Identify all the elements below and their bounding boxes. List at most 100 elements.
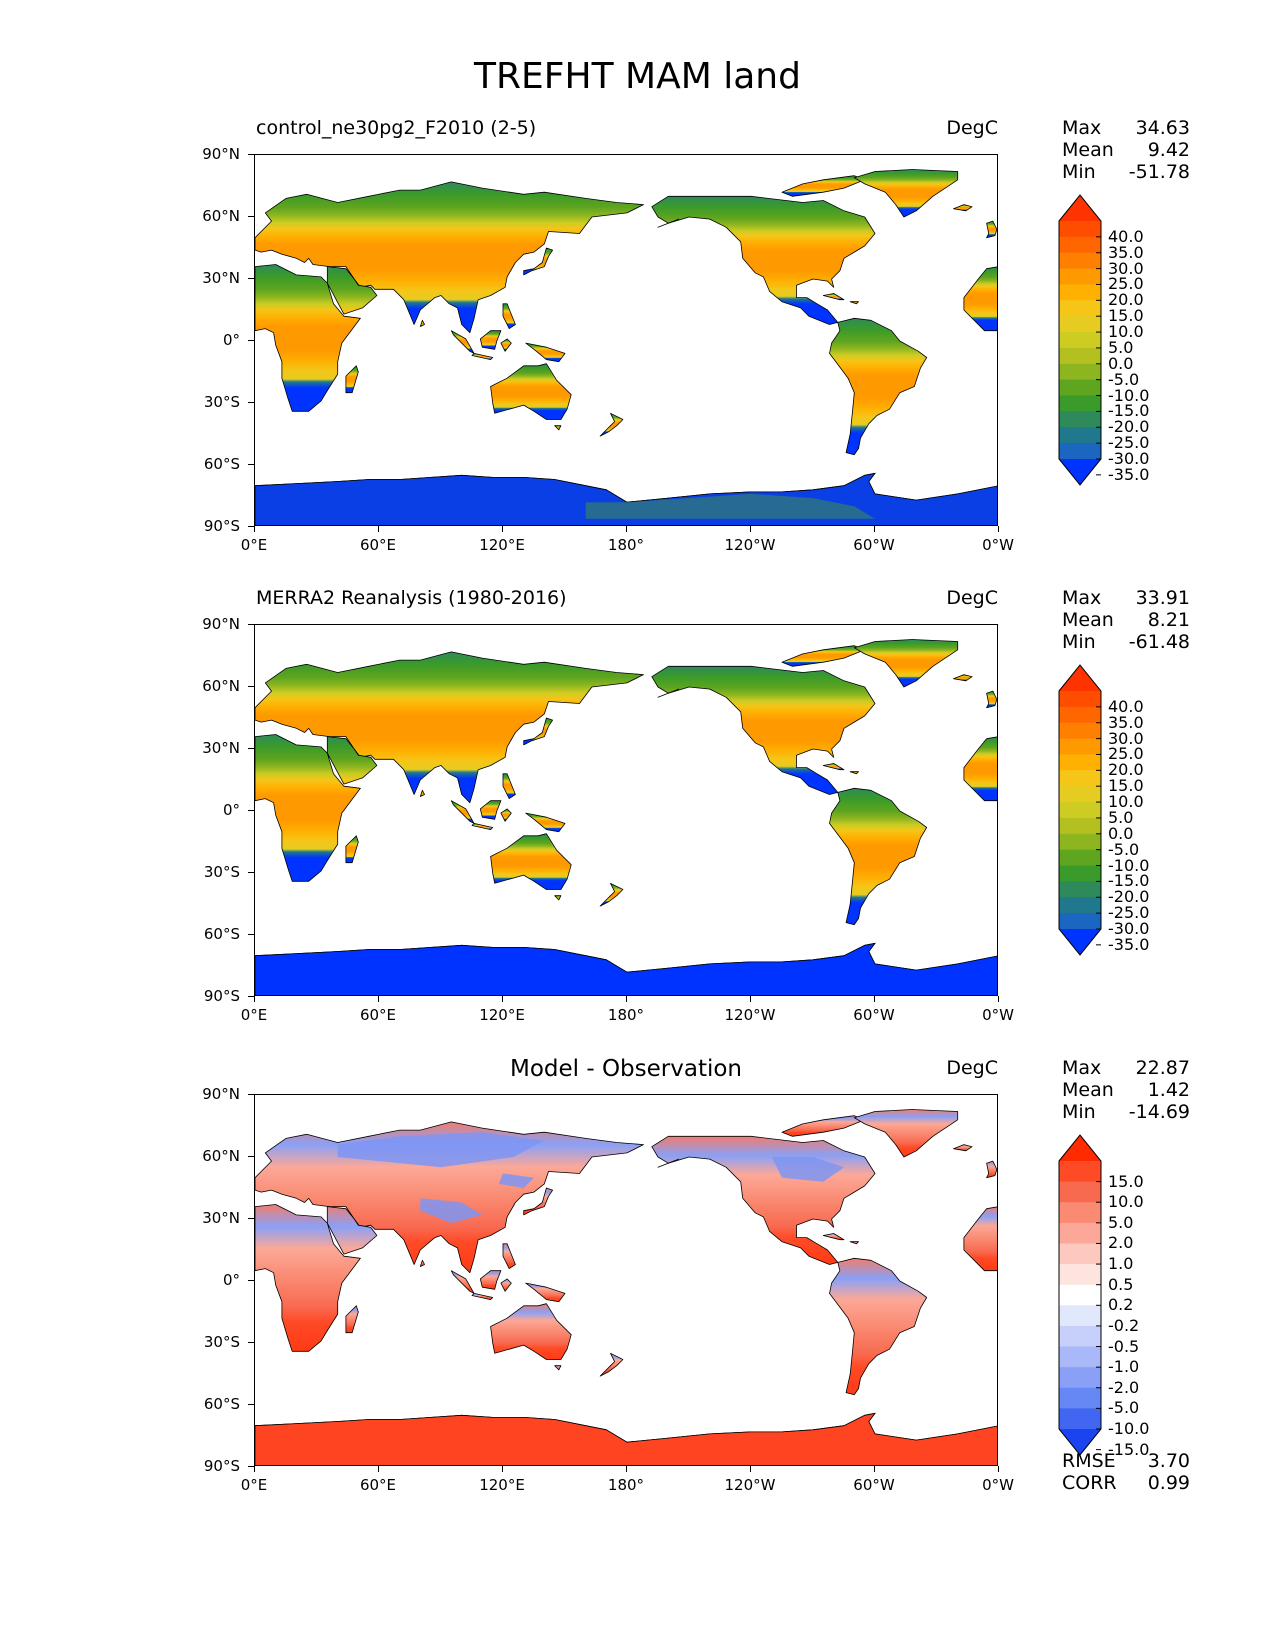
stat-value: -51.78	[1128, 161, 1190, 183]
stat-row: Mean 1.42	[1062, 1079, 1190, 1101]
colorbar-segment	[1059, 817, 1101, 835]
landmass-africa-west	[963, 736, 997, 802]
stat-value: 3.70	[1147, 1450, 1190, 1472]
colorbar-tick-label: 40.0	[1108, 696, 1144, 716]
landmass-canada-arctic	[781, 1115, 866, 1137]
landmass-africa-arabia	[255, 734, 378, 882]
landmass-alaska-pen	[657, 688, 680, 698]
colorbar-tick-label: -0.5	[1108, 1336, 1140, 1356]
colorbar-tick-label: -15.0	[1108, 401, 1150, 421]
colorbar-tick-label: -10.0	[1108, 385, 1150, 405]
lon-tick-label: 60°W	[853, 1006, 895, 1024]
colorbar-tick-label: -0.2	[1108, 1315, 1140, 1335]
colorbar-segment	[1059, 443, 1101, 460]
stat-value: 9.42	[1147, 139, 1190, 161]
colorbar-segment	[1059, 1284, 1101, 1306]
colorbar-segment	[1059, 865, 1101, 882]
stat-row: Max 33.91	[1062, 587, 1190, 609]
colorbar-tick-label: -15.0	[1108, 1439, 1150, 1459]
lon-tick-label: 120°W	[724, 536, 776, 554]
colorbar-tick-label: 25.0	[1108, 274, 1144, 294]
landmass-iceland	[953, 674, 973, 682]
lon-tick-label: 0°E	[240, 1006, 268, 1024]
lat-tick-label: 90°N	[202, 615, 240, 633]
stat-row: CORR 0.99	[1062, 1472, 1190, 1494]
landmass-greenland	[853, 169, 959, 218]
map-model	[254, 154, 998, 526]
lon-tick-label: 60°E	[359, 1006, 397, 1024]
landmass-australia	[490, 363, 572, 420]
landmass-alaska-pen	[657, 218, 680, 228]
landmass-borneo	[479, 1270, 502, 1290]
lat-tick-label: 0°	[222, 1271, 240, 1289]
stat-row: Min -61.48	[1062, 631, 1190, 653]
panel-model: control_ne30pg2_F2010 (2-5) DegC Max 34.6…	[0, 110, 1275, 554]
lon-tick	[501, 526, 503, 532]
colorbar-tick-label: -5.0	[1108, 839, 1140, 859]
colorbar-segment	[1059, 316, 1101, 333]
landmass-indonesia2	[471, 822, 494, 831]
colorbar-extend-bottom	[1059, 1429, 1101, 1455]
stat-label: Max	[1062, 587, 1102, 609]
panel-diff: Model - Observation DegC Max 22.87 Mean 1.4…	[0, 1050, 1275, 1494]
colorbar-tick-label: 10.0	[1108, 322, 1144, 342]
lon-tick	[749, 526, 751, 532]
lon-tick-label: 180°	[607, 1006, 645, 1024]
colorbar-segment	[1059, 770, 1101, 787]
colorbar-segment	[1059, 1243, 1101, 1265]
colorbar-tick-label: 30.0	[1108, 258, 1144, 278]
colorbar-segment	[1059, 1264, 1101, 1286]
colorbar-segment	[1059, 284, 1101, 301]
stat-value: 0.99	[1147, 1472, 1190, 1494]
lat-tick-label: 60°N	[202, 677, 240, 695]
colorbar-tick-label: -30.0	[1108, 919, 1150, 938]
lat-tick	[248, 1155, 254, 1157]
stats-box: Max 34.63 Mean 9.42 Min -51.78	[1062, 117, 1190, 183]
stat-value: 34.63	[1135, 117, 1190, 139]
landmass-nz	[599, 1352, 624, 1377]
lon-tick	[625, 526, 627, 532]
colorbar-tick-label: 10.0	[1108, 792, 1144, 812]
colorbar-segment	[1059, 332, 1101, 349]
colorbar-segment	[1059, 881, 1101, 898]
west-antarctica-region	[585, 493, 875, 519]
landmass-hispaniola	[849, 771, 859, 775]
stat-label: RMSE	[1062, 1450, 1116, 1472]
cool-anomaly-region	[498, 1173, 534, 1188]
colorbar	[1058, 664, 1104, 960]
lon-tick	[997, 526, 999, 532]
lon-tick-label: 0°W	[982, 536, 1014, 554]
lat-tick-label: 60°S	[203, 925, 240, 943]
landmass-png	[525, 342, 566, 363]
landmass-north-america	[651, 1135, 876, 1265]
lon-tick-label: 120°W	[724, 1006, 776, 1024]
colorbar-segment	[1059, 802, 1101, 819]
antarctica-fill	[255, 1412, 997, 1465]
map-diff	[254, 1094, 998, 1466]
landmass-indonesia2	[471, 1292, 494, 1301]
landmass-europe-asia	[255, 1121, 644, 1274]
stat-value: 1.42	[1147, 1079, 1190, 1101]
lon-tick-label: 0°W	[982, 1476, 1014, 1494]
lat-tick	[248, 623, 254, 625]
landmass-hispaniola	[849, 301, 859, 305]
colorbar-tick-label: -30.0	[1108, 449, 1150, 468]
lon-tick-label: 60°E	[359, 536, 397, 554]
stats-box: Max 22.87 Mean 1.42 Min -14.69	[1062, 1057, 1190, 1123]
landmass-iceland	[953, 204, 973, 212]
landmass-philippines	[502, 1243, 516, 1270]
lon-tick	[625, 996, 627, 1002]
stat-value: 8.21	[1147, 609, 1190, 631]
colorbar-segment	[1059, 347, 1101, 365]
landmass-tasmania	[554, 425, 562, 431]
lat-tick-label: 30°N	[202, 739, 240, 757]
colorbar	[1058, 194, 1104, 490]
lon-tick	[749, 996, 751, 1002]
lat-tick	[248, 277, 254, 279]
landmass-canada-arctic	[781, 175, 866, 197]
colorbar-tick-label: 2.0	[1108, 1233, 1134, 1253]
colorbar-tick-label: 15.0	[1108, 776, 1144, 796]
landmass-south-america	[829, 317, 928, 456]
lon-tick	[253, 1466, 255, 1472]
colorbar-tick-label: -2.0	[1108, 1377, 1140, 1397]
